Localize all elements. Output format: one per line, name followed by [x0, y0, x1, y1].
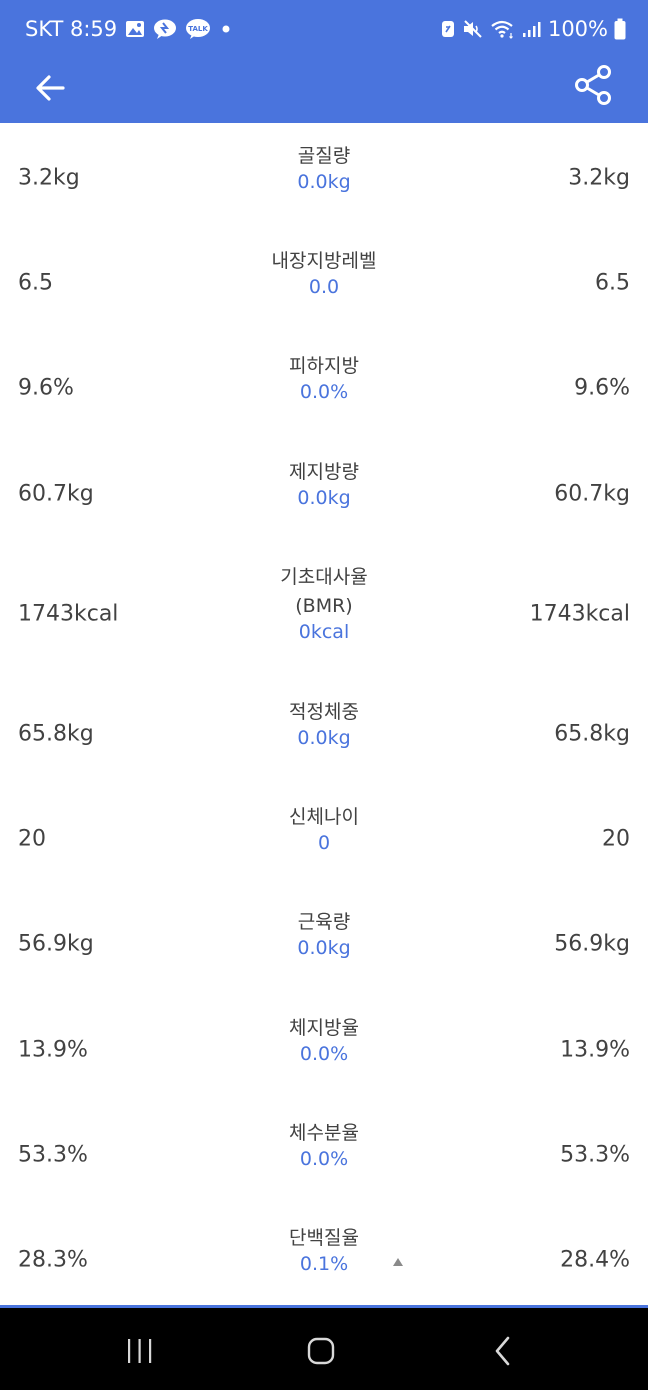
previous-value: 6.5: [18, 270, 53, 296]
signal-icon: [522, 20, 542, 38]
current-value: 60.7kg: [554, 481, 630, 507]
data-saver-icon: [440, 19, 456, 39]
difference-value: 0.0kg: [297, 171, 351, 193]
list-bottom-divider: [0, 1305, 648, 1308]
current-value: 3.2kg: [568, 165, 630, 191]
previous-value: 60.7kg: [18, 481, 94, 507]
current-value: 20: [602, 826, 630, 852]
metric-label: 근육량: [297, 911, 351, 934]
chat-app-icon: [153, 18, 177, 40]
mute-icon: [462, 19, 484, 39]
home-icon: [307, 1337, 335, 1365]
recent-apps-button[interactable]: [110, 1326, 170, 1376]
arrow-left-icon: [36, 75, 65, 101]
battery-percent: 100%: [547, 17, 608, 41]
difference-value: 0.0kg: [297, 937, 351, 960]
app-toolbar: [0, 58, 648, 123]
current-value: 53.3%: [560, 1142, 630, 1168]
home-button[interactable]: [291, 1326, 351, 1376]
metric-label: 기초대사율 (BMR): [280, 565, 368, 617]
difference-value: 0.0: [308, 276, 340, 299]
back-button[interactable]: [28, 66, 72, 110]
previous-value: 13.9%: [18, 1037, 88, 1063]
difference-value: 0.0%: [299, 381, 349, 404]
current-value: 56.9kg: [554, 931, 630, 957]
share-icon: [575, 65, 611, 105]
previous-value: 3.2kg: [18, 165, 80, 191]
metric-label: 적정체중: [289, 701, 359, 723]
difference-value: 0.0kg: [297, 727, 351, 749]
metric-label: 신체나이: [289, 806, 359, 829]
up-arrow-icon: [393, 1258, 403, 1266]
current-value: 28.4%: [560, 1247, 630, 1273]
metric-label: 내장지방레벨: [271, 250, 377, 273]
status-left: SKT 8:59 TALK: [25, 15, 233, 43]
metric-label: 체수분율: [289, 1121, 359, 1144]
previous-value: 9.6%: [18, 375, 74, 401]
status-bar: SKT 8:59 TALK 100%: [0, 0, 648, 58]
talk-badge-text: TALK: [188, 25, 208, 33]
metric-label: 피하지방: [289, 355, 359, 378]
difference-value: 0: [317, 832, 331, 855]
gallery-icon: [125, 19, 145, 39]
wifi-icon: [490, 19, 516, 39]
nav-back-button[interactable]: [473, 1326, 533, 1376]
share-button[interactable]: [568, 60, 618, 110]
notification-dot-icon: [219, 22, 233, 36]
previous-value: 56.9kg: [18, 931, 94, 957]
previous-value: 20: [18, 826, 46, 852]
metric-comparison-list[interactable]: 3.2kg 골질량 0.0kg 3.2kg 6.5 내장지방레벨 0.0 6.5 9.6% 피하지…: [0, 123, 648, 1305]
current-value: 65.8kg: [554, 721, 630, 747]
metric-label: 체지방율: [289, 1016, 359, 1039]
difference-value: 0.0kg: [297, 486, 351, 509]
difference-value: 0kcal: [298, 620, 350, 643]
difference-value: 0.0%: [299, 1042, 349, 1065]
metric-label: 제지방량: [289, 460, 359, 483]
previous-value: 53.3%: [18, 1142, 88, 1168]
status-right: 100%: [440, 15, 626, 43]
previous-value: 1743kcal: [18, 601, 119, 627]
current-value: 13.9%: [560, 1037, 630, 1063]
current-value: 6.5: [595, 270, 630, 296]
metric-label: 단백질율: [289, 1227, 359, 1249]
nav-back-icon: [495, 1336, 510, 1366]
previous-value: 28.3%: [18, 1247, 88, 1273]
metric-label: 골질량: [297, 145, 351, 167]
recent-apps-icon: [128, 1339, 152, 1363]
system-nav-bar: [0, 1308, 648, 1390]
kakaotalk-icon: TALK: [185, 18, 211, 40]
difference-value: 0.1%: [299, 1253, 349, 1275]
current-value: 9.6%: [574, 375, 630, 401]
carrier-time: SKT 8:59: [25, 17, 118, 41]
current-value: 1743kcal: [529, 601, 630, 627]
battery-icon: [614, 18, 626, 40]
difference-value: 0.0%: [299, 1147, 349, 1170]
previous-value: 65.8kg: [18, 721, 94, 747]
